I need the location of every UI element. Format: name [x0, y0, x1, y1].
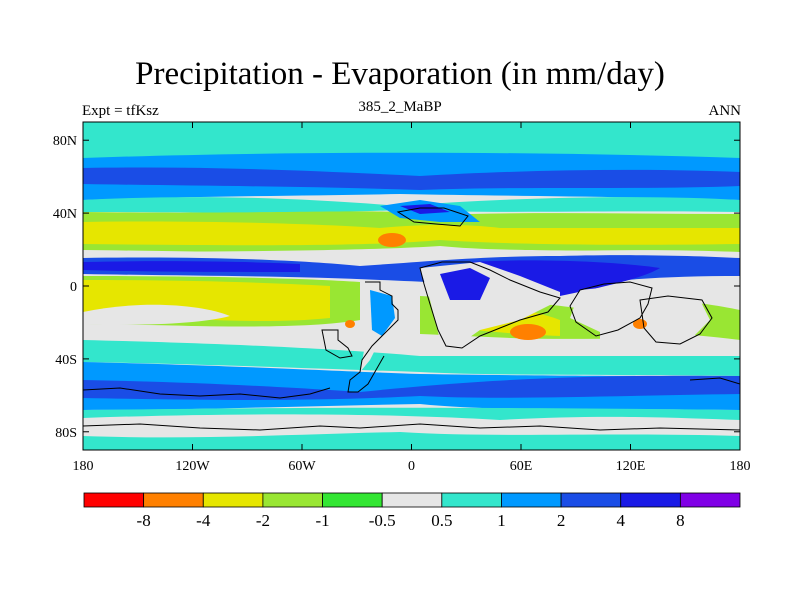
longitude-axis: 180 120W 60W 0 60E 120E 180	[73, 122, 751, 474]
colorbar-swatch	[381, 492, 443, 508]
season-label: ANN	[708, 103, 742, 119]
australia-coast	[639, 295, 713, 345]
southern-storm-track-core	[83, 375, 740, 400]
lon-tick-label: 180	[730, 459, 751, 474]
lon-tick-label: 120W	[175, 459, 210, 474]
lon-tick-label: 0	[408, 459, 415, 474]
lon-tick-label: 180	[73, 459, 94, 474]
subtropic-north-dry	[83, 221, 740, 246]
colorbar-label: 4	[616, 511, 625, 530]
southern-coast-b	[689, 377, 740, 385]
north-atlantic-core	[400, 204, 450, 214]
lat-tick-label: 40N	[53, 207, 77, 222]
africa-coast	[419, 261, 561, 349]
colorbar-label: 2	[556, 511, 566, 530]
south-asia-land	[570, 284, 650, 332]
dry-spot-atlantic	[378, 233, 406, 247]
center-subtitle: 385_2_MaBP	[358, 99, 442, 115]
colorbar-label: -1	[315, 511, 330, 530]
lat-tick-label: 80N	[53, 134, 77, 149]
colorbar-swatch	[143, 492, 204, 508]
lat-tick-label: 80S	[55, 426, 77, 441]
south-midlat-cyan	[83, 340, 740, 376]
latitude-axis: 80N 40N 0 40S 80S	[53, 134, 740, 441]
south-america-coast	[347, 281, 399, 393]
antarctic-coast	[83, 423, 740, 431]
colorbar-label: -2	[255, 511, 270, 530]
colorbar-label: -8	[136, 511, 151, 530]
australia-land	[640, 300, 710, 340]
dry-spot-south-atlantic	[510, 324, 546, 340]
colorbar-swatch	[441, 492, 502, 508]
colorbar-label: -4	[196, 511, 211, 530]
colorbar-swatch	[83, 492, 145, 508]
south-subtropic-grey	[83, 324, 740, 356]
lon-tick-label: 120E	[616, 459, 646, 474]
colorbar-swatch	[620, 492, 681, 508]
antarctic-grey	[83, 414, 740, 438]
colorbar-swatch	[202, 492, 264, 508]
colorbar-swatch	[262, 492, 323, 508]
north-atlantic-coast	[396, 207, 469, 227]
mid-lat-cyan	[83, 197, 740, 213]
colorbar-label: 8	[676, 511, 685, 530]
colorbar-label: 0.5	[431, 511, 453, 530]
south-pacific-grey	[83, 304, 230, 325]
amazon-wet	[370, 290, 395, 336]
itcz-north-edge	[83, 250, 740, 268]
lon-tick-label: 60E	[510, 459, 533, 474]
lat-tick-label: 0	[70, 280, 77, 295]
south-asia-coast	[569, 281, 653, 337]
congo-wet	[440, 268, 490, 300]
map-field	[83, 122, 740, 450]
colorbar	[83, 492, 741, 508]
colorbar-swatch	[560, 492, 622, 508]
itcz-core-pacific	[83, 261, 300, 272]
plot-title: Precipitation - Evaporation (in mm/day)	[135, 56, 665, 92]
coastlines	[83, 207, 740, 431]
colorbar-label: -0.5	[368, 511, 396, 530]
colorbar-swatch	[322, 492, 383, 508]
lat-tick-label: 40S	[55, 353, 77, 368]
experiment-label: Expt = tfKsz	[82, 103, 159, 119]
colorbar-swatch	[679, 492, 741, 508]
island-coast	[321, 329, 353, 359]
lon-tick-label: 60W	[288, 459, 316, 474]
southern-coast-a	[83, 387, 331, 399]
colorbar-label: 1	[497, 511, 506, 530]
north-storm-track-core	[83, 167, 740, 190]
dry-spot-pacific	[345, 320, 355, 328]
colorbar-swatch	[501, 492, 562, 508]
